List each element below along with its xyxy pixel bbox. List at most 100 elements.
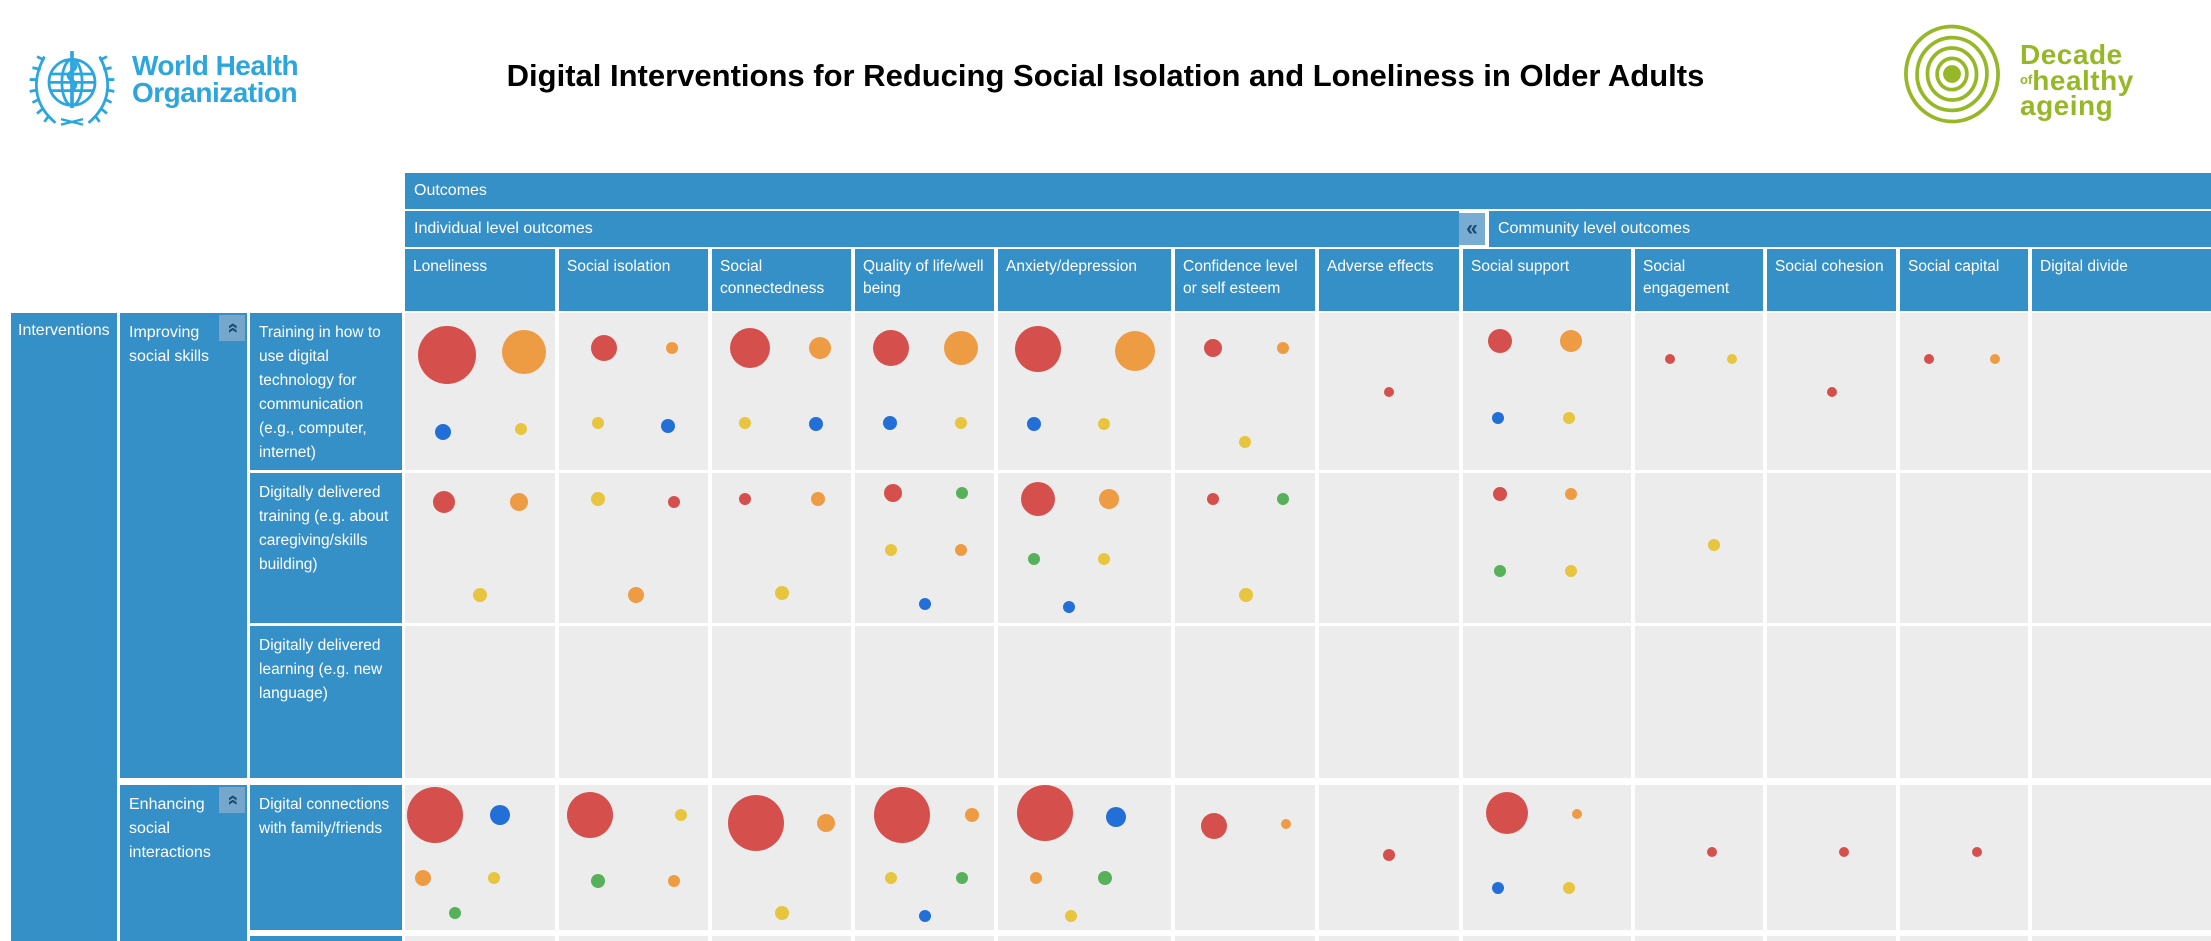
bubble-red[interactable] <box>1384 386 1394 397</box>
bubble-orange[interactable] <box>809 336 832 359</box>
cell-3-social-cohesion[interactable] <box>1767 785 1896 930</box>
bubble-yellow[interactable] <box>1097 418 1110 431</box>
bubble-green[interactable] <box>590 873 605 888</box>
cell-2-social-isolation[interactable] <box>559 626 708 778</box>
bubble-yellow[interactable] <box>954 416 967 429</box>
bubble-red[interactable] <box>1839 846 1850 857</box>
bubble-red[interactable] <box>1664 353 1675 364</box>
bubble-red[interactable] <box>1487 329 1512 354</box>
cell-2-adverse-effects[interactable] <box>1319 626 1459 778</box>
cell-0-social-engagement[interactable] <box>1635 313 1763 470</box>
bubble-blue[interactable] <box>1492 412 1505 425</box>
bubble-yellow[interactable] <box>514 423 527 436</box>
bubble-red[interactable] <box>433 490 455 513</box>
cell-1-anxiety-depression[interactable] <box>998 473 1171 623</box>
bubble-green[interactable] <box>1098 870 1113 885</box>
bubble-blue[interactable] <box>1027 417 1042 432</box>
cell-0-anxiety-depression[interactable] <box>998 313 1171 470</box>
cell-0-adverse-effects[interactable] <box>1319 313 1459 470</box>
bubble-orange[interactable] <box>1280 819 1291 830</box>
bubble-orange[interactable] <box>1564 488 1577 500</box>
cell-4-social-connectedness[interactable] <box>712 936 851 941</box>
cell-0-social-capital[interactable] <box>1900 313 2028 470</box>
cell-4-social-isolation[interactable] <box>559 936 708 941</box>
bubble-blue[interactable] <box>434 424 451 441</box>
cell-4-digital-divide[interactable] <box>2032 936 2211 941</box>
bubble-red[interactable] <box>1201 812 1228 839</box>
bubble-blue[interactable] <box>918 597 931 610</box>
bubble-red[interactable] <box>407 787 463 844</box>
cell-2-social-capital[interactable] <box>1900 626 2028 778</box>
bubble-yellow[interactable] <box>675 809 688 822</box>
bubble-yellow[interactable] <box>1239 587 1254 602</box>
cell-2-social-connectedness[interactable] <box>712 626 851 778</box>
bubble-red[interactable] <box>1826 386 1837 397</box>
bubble-red[interactable] <box>1971 846 1982 857</box>
bubble-green[interactable] <box>1493 564 1506 577</box>
bubble-blue[interactable] <box>1492 881 1505 894</box>
cell-3-quality-of-life-well-being[interactable] <box>855 785 994 930</box>
bubble-yellow[interactable] <box>487 871 500 884</box>
collapse-group-button[interactable]: « <box>219 315 245 341</box>
cell-3-social-support[interactable] <box>1463 785 1631 930</box>
cell-2-digital-divide[interactable] <box>2032 626 2211 778</box>
cell-4-adverse-effects[interactable] <box>1319 936 1459 941</box>
cell-0-social-cohesion[interactable] <box>1767 313 1896 470</box>
bubble-orange[interactable] <box>964 808 979 823</box>
cell-4-anxiety-depression[interactable] <box>998 936 1171 941</box>
bubble-yellow[interactable] <box>774 586 789 600</box>
cell-3-social-engagement[interactable] <box>1635 785 1763 930</box>
collapse-columns-button[interactable]: « <box>1459 213 1485 245</box>
bubble-red[interactable] <box>1492 487 1507 501</box>
cell-4-quality-of-life-well-being[interactable] <box>855 936 994 941</box>
bubble-orange[interactable] <box>1276 341 1289 354</box>
bubble-yellow[interactable] <box>1097 552 1110 565</box>
bubble-orange[interactable] <box>501 330 546 375</box>
bubble-orange[interactable] <box>1098 488 1119 509</box>
cell-3-social-isolation[interactable] <box>559 785 708 930</box>
bubble-orange[interactable] <box>415 869 431 886</box>
cell-2-confidence-level-or-self-esteem[interactable] <box>1175 626 1315 778</box>
bubble-blue[interactable] <box>1105 806 1126 827</box>
bubble-red[interactable] <box>418 326 476 385</box>
bubble-yellow[interactable] <box>1564 564 1577 577</box>
bubble-red[interactable] <box>728 794 785 851</box>
cell-2-quality-of-life-well-being[interactable] <box>855 626 994 778</box>
cell-3-digital-divide[interactable] <box>2032 785 2211 930</box>
cell-0-loneliness[interactable] <box>405 313 555 470</box>
bubble-red[interactable] <box>1203 338 1222 357</box>
cell-3-social-capital[interactable] <box>1900 785 2028 930</box>
bubble-red[interactable] <box>1014 326 1061 373</box>
bubble-orange[interactable] <box>1030 871 1043 884</box>
cell-0-social-support[interactable] <box>1463 313 1631 470</box>
bubble-green[interactable] <box>448 906 461 919</box>
bubble-green[interactable] <box>1276 492 1289 505</box>
cell-3-loneliness[interactable] <box>405 785 555 930</box>
bubble-red[interactable] <box>1206 492 1219 505</box>
cell-0-confidence-level-or-self-esteem[interactable] <box>1175 313 1315 470</box>
bubble-red[interactable] <box>739 492 752 505</box>
cell-0-quality-of-life-well-being[interactable] <box>855 313 994 470</box>
cell-1-social-engagement[interactable] <box>1635 473 1763 623</box>
bubble-green[interactable] <box>1028 552 1041 565</box>
bubble-yellow[interactable] <box>885 543 898 556</box>
bubble-red[interactable] <box>567 792 614 839</box>
bubble-yellow[interactable] <box>591 416 604 429</box>
bubble-yellow[interactable] <box>590 491 605 506</box>
cell-1-loneliness[interactable] <box>405 473 555 623</box>
bubble-red[interactable] <box>1924 353 1935 364</box>
cell-1-digital-divide[interactable] <box>2032 473 2211 623</box>
bubble-blue[interactable] <box>660 419 675 434</box>
bubble-orange[interactable] <box>1572 809 1583 819</box>
bubble-yellow[interactable] <box>473 587 487 602</box>
cell-1-social-connectedness[interactable] <box>712 473 851 623</box>
bubble-orange[interactable] <box>510 492 528 511</box>
bubble-yellow[interactable] <box>1708 539 1721 551</box>
cell-1-social-isolation[interactable] <box>559 473 708 623</box>
cell-0-social-connectedness[interactable] <box>712 313 851 470</box>
bubble-red[interactable] <box>874 787 931 844</box>
cell-2-loneliness[interactable] <box>405 626 555 778</box>
cell-2-anxiety-depression[interactable] <box>998 626 1171 778</box>
bubble-orange[interactable] <box>1559 330 1582 353</box>
bubble-red[interactable] <box>590 334 617 361</box>
